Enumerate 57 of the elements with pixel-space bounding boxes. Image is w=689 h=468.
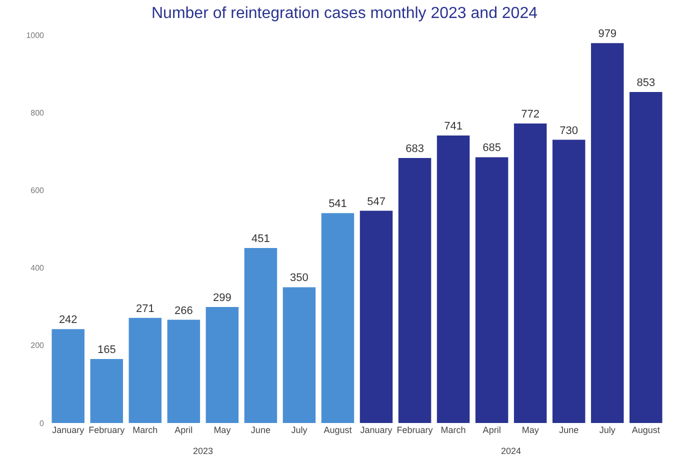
y-tick-label: 600 <box>30 186 45 195</box>
x-tick-label: April <box>174 425 193 435</box>
y-tick-label: 200 <box>30 341 45 350</box>
y-tick-label: 800 <box>30 108 45 118</box>
x-tick-label: July <box>291 425 308 435</box>
y-tick-label: 0 <box>40 418 45 428</box>
bar <box>128 318 162 423</box>
bar <box>475 157 508 423</box>
data-label: 685 <box>482 142 501 154</box>
data-label: 979 <box>598 28 617 40</box>
data-label: 299 <box>213 292 232 304</box>
data-label: 451 <box>252 233 270 246</box>
bar <box>52 329 84 423</box>
bar <box>398 158 432 423</box>
x-tick-label: March <box>132 425 158 435</box>
x-tick-label: July <box>599 425 616 435</box>
x-tick-label: June <box>250 425 270 435</box>
x-tick-label: May <box>522 425 540 435</box>
chart-title: Number of reintegration cases monthly 2023 and 2024 <box>151 5 538 22</box>
x-tick-label: August <box>324 425 352 435</box>
bar <box>591 43 624 423</box>
x-tick-label: February <box>88 425 126 435</box>
data-label: 683 <box>406 143 424 155</box>
data-label: 350 <box>290 272 308 284</box>
bar <box>206 306 239 423</box>
x-tick-label: January <box>52 425 85 435</box>
bar <box>360 210 393 423</box>
bar <box>514 123 547 423</box>
bar <box>167 320 200 423</box>
x-tick-label: February <box>396 425 434 435</box>
data-label: 730 <box>560 124 578 137</box>
data-label: 266 <box>174 304 193 317</box>
text: 2024 <box>501 446 522 456</box>
x-tick-label: May <box>214 425 232 435</box>
data-label: 165 <box>97 344 116 356</box>
data-label: 853 <box>636 77 656 90</box>
x-tick-label: April <box>482 425 501 435</box>
x-tick-label: January <box>360 425 393 435</box>
data-label: 772 <box>521 108 540 120</box>
y-tick-label: 400 <box>30 264 45 273</box>
x-tick-label: June <box>559 425 579 435</box>
data-label: 741 <box>444 120 462 132</box>
data-label: 271 <box>136 302 154 315</box>
data-label: 242 <box>58 314 78 326</box>
data-label: 547 <box>367 196 386 208</box>
x-tick-label: March <box>440 425 466 435</box>
bar <box>321 213 354 423</box>
text: 2023 <box>193 446 214 456</box>
data-label: 541 <box>328 198 347 210</box>
x-tick-label: August <box>632 425 660 435</box>
bar <box>282 287 316 423</box>
y-tick-label: 1000 <box>26 30 45 40</box>
bar <box>90 358 123 423</box>
bar <box>436 135 470 423</box>
bar <box>244 248 278 423</box>
bar <box>630 92 662 423</box>
bar <box>552 140 586 423</box>
